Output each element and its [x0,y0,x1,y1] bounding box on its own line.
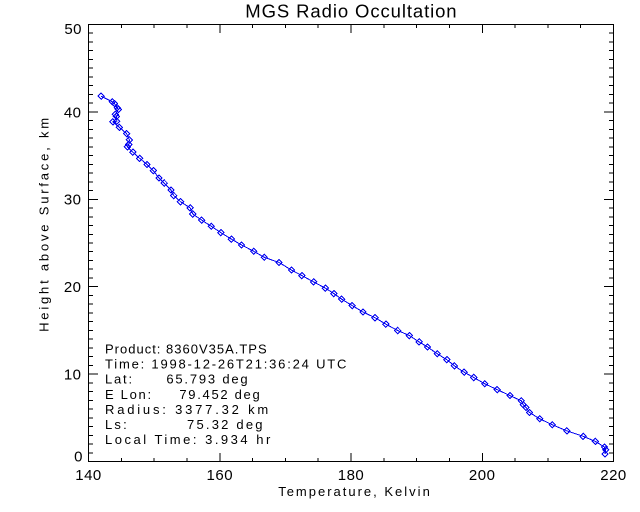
svg-text:Ls: 75.32 deg: Ls: 75.32 deg [105,417,265,432]
svg-text:Local Time: 3.934 hr: Local Time: 3.934 hr [105,432,273,447]
svg-text:200: 200 [469,467,496,484]
svg-text:220: 220 [600,467,627,484]
svg-text:E Lon: 79.452 deg: E Lon: 79.452 deg [105,387,261,402]
svg-text:Temperature, Kelvin: Temperature, Kelvin [278,484,432,499]
svg-text:10: 10 [64,367,82,384]
svg-text:Lat: 65.793 deg: Lat: 65.793 deg [105,372,249,387]
svg-text:140: 140 [75,467,102,484]
svg-text:20: 20 [64,279,82,296]
svg-text:160: 160 [207,467,234,484]
svg-text:Product: 8360V35A.TPS: Product: 8360V35A.TPS [105,342,268,357]
svg-text:Time: 1998-12-26T21:36:24 UTC: Time: 1998-12-26T21:36:24 UTC [105,357,348,372]
svg-text:MGS Radio Occultation: MGS Radio Occultation [245,1,457,22]
svg-text:0: 0 [74,448,83,465]
svg-text:Radius: 3377.32 km: Radius: 3377.32 km [105,402,271,417]
svg-text:180: 180 [338,467,365,484]
svg-text:30: 30 [64,192,82,209]
svg-text:50: 50 [64,21,82,38]
svg-text:Height above Surface, km: Height above Surface, km [37,115,52,332]
svg-text:40: 40 [64,104,82,121]
